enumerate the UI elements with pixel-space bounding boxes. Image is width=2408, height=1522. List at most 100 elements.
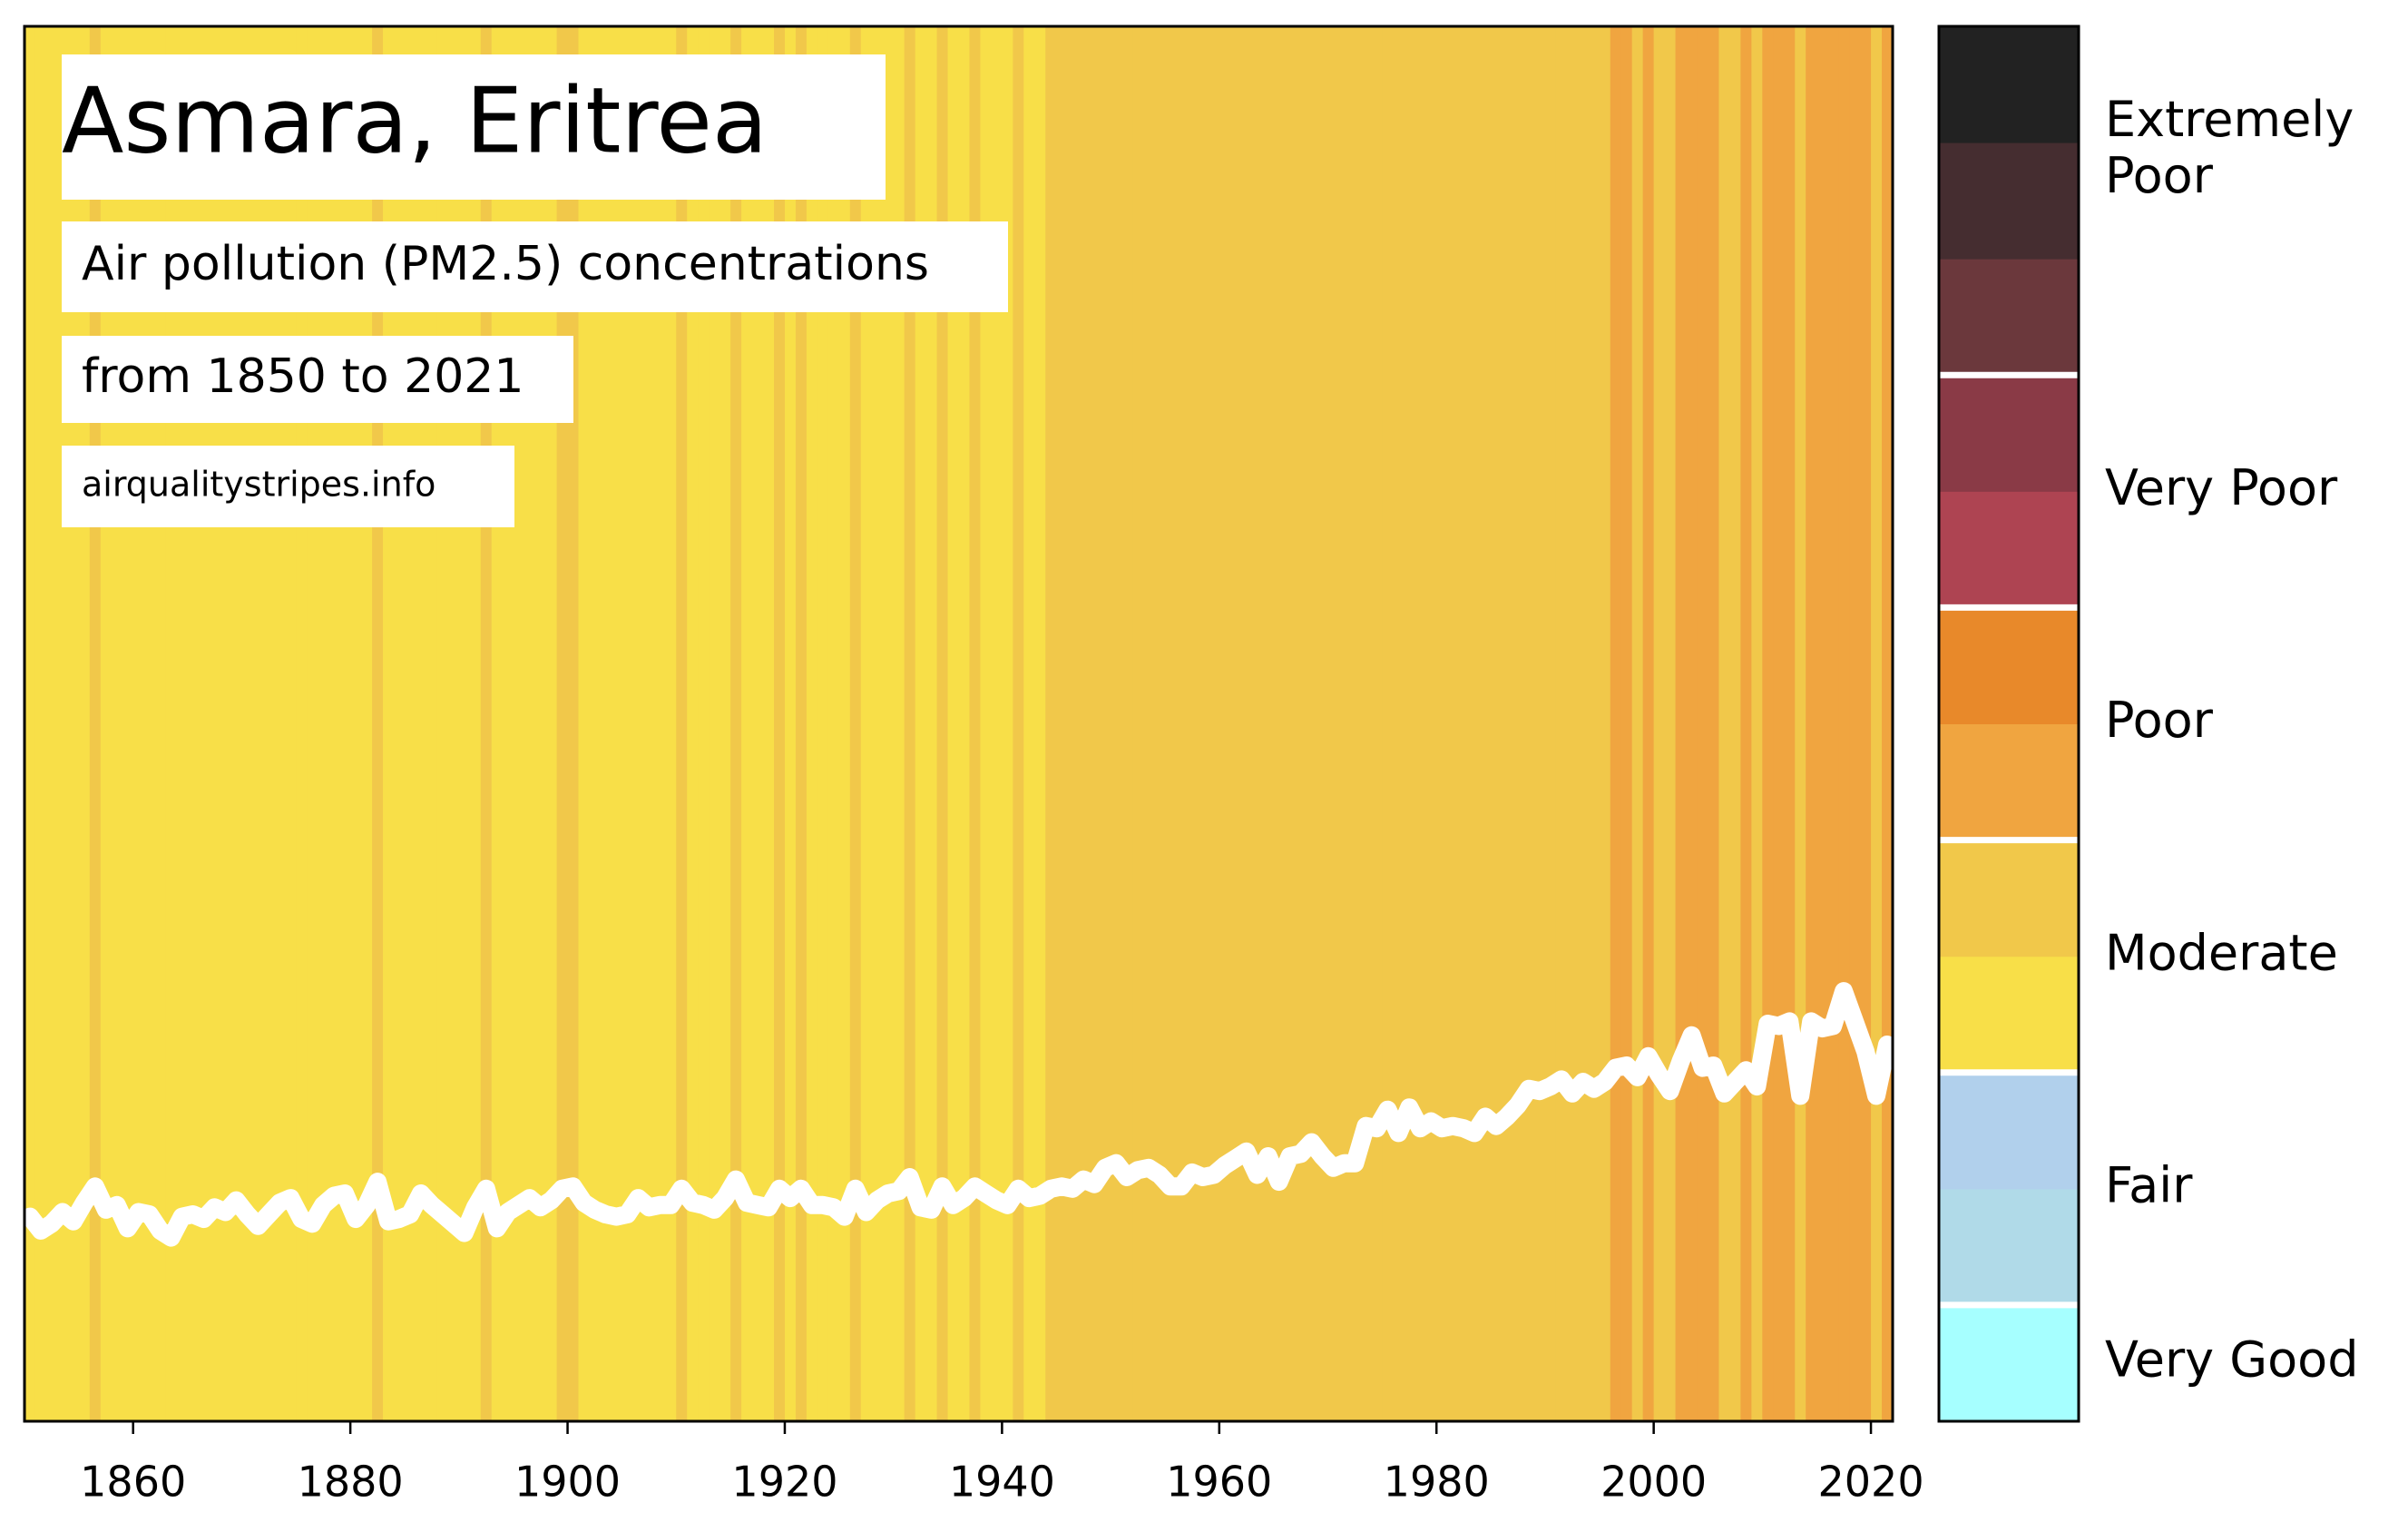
stripe xyxy=(969,26,982,1421)
stripe xyxy=(773,26,786,1421)
stripe xyxy=(1295,26,1307,1421)
stripe xyxy=(709,26,720,1421)
stripe xyxy=(1143,26,1155,1421)
stripe xyxy=(632,26,644,1421)
chart-period-box xyxy=(62,336,573,423)
x-tick-label: 1940 xyxy=(949,1458,1055,1507)
stripe xyxy=(1414,26,1426,1421)
stripe xyxy=(1816,26,1828,1421)
stripe xyxy=(1620,26,1633,1421)
stripe xyxy=(1708,26,1720,1421)
chart-title: Asmara, Eritrea xyxy=(62,67,768,173)
stripe xyxy=(752,26,764,1421)
stripe xyxy=(1306,26,1318,1421)
stripe xyxy=(1588,26,1600,1421)
stripe xyxy=(654,26,666,1421)
colorbar-bin xyxy=(1939,1304,2079,1422)
stripe xyxy=(1502,26,1513,1421)
stripe xyxy=(665,26,677,1421)
stripe xyxy=(1664,26,1677,1421)
stripe xyxy=(915,26,927,1421)
stripe xyxy=(838,26,851,1421)
stripe xyxy=(1153,26,1166,1421)
chart-subtitle-box xyxy=(62,221,1008,312)
colorbar-bin xyxy=(1939,723,2079,841)
x-tick-label: 2000 xyxy=(1600,1458,1707,1507)
pollution-line xyxy=(21,982,1896,1247)
stripe xyxy=(1512,26,1524,1421)
stripe xyxy=(1522,26,1535,1421)
stripe xyxy=(600,26,612,1421)
stripe xyxy=(1067,26,1079,1421)
stripe xyxy=(1751,26,1763,1421)
stripe xyxy=(817,26,829,1421)
stripe xyxy=(1555,26,1568,1421)
stripe xyxy=(1186,26,1199,1421)
stripe xyxy=(1740,26,1752,1421)
stripe xyxy=(1371,26,1383,1421)
stripe xyxy=(1653,26,1666,1421)
stripe xyxy=(849,26,862,1421)
stripe xyxy=(611,26,623,1421)
stripe xyxy=(1827,26,1839,1421)
stripe xyxy=(1100,26,1111,1421)
colorbar-bin xyxy=(1939,491,2079,608)
plot-frame xyxy=(23,25,1894,1423)
stripe xyxy=(925,26,938,1421)
stripe xyxy=(676,26,688,1421)
colorbar-bin xyxy=(1939,1188,2079,1306)
stripe xyxy=(1631,26,1644,1421)
x-tick-label: 1980 xyxy=(1384,1458,1490,1507)
stripe xyxy=(1806,26,1817,1421)
stripe xyxy=(687,26,699,1421)
stripe xyxy=(1023,26,1035,1421)
stripe xyxy=(1284,26,1297,1421)
stripe xyxy=(1697,26,1709,1421)
stripe xyxy=(1577,26,1590,1421)
stripe xyxy=(1338,26,1351,1421)
stripe xyxy=(1045,26,1057,1421)
stripe xyxy=(1436,26,1448,1421)
stripe xyxy=(1533,26,1546,1421)
colorbar-label: Very Good xyxy=(2105,1331,2359,1389)
stripe xyxy=(1610,26,1622,1421)
stripe xyxy=(1544,26,1557,1421)
colorbar-bin xyxy=(1939,840,2079,957)
colorbar-label: Fair xyxy=(2105,1156,2193,1213)
stripe xyxy=(1675,26,1688,1421)
stripe xyxy=(1718,26,1731,1421)
colorbar-label: Very Poor xyxy=(2105,459,2338,516)
colorbar-bin xyxy=(1939,1072,2079,1190)
colorbar-bin xyxy=(1939,142,2079,260)
stripe xyxy=(1491,26,1503,1421)
stripe xyxy=(589,26,602,1421)
stripe xyxy=(904,26,916,1421)
stripe xyxy=(1773,26,1785,1421)
stripe xyxy=(1262,26,1275,1421)
stripe xyxy=(45,26,58,1421)
stripe xyxy=(936,26,949,1421)
stripe xyxy=(980,26,993,1421)
stripe xyxy=(795,26,808,1421)
stripe xyxy=(1078,26,1090,1421)
stripe xyxy=(1034,26,1046,1421)
stripe xyxy=(1121,26,1133,1421)
stripe xyxy=(1317,26,1329,1421)
colorbar-label: Moderate xyxy=(2105,924,2338,981)
stripe xyxy=(1871,26,1883,1421)
stripe xyxy=(1838,26,1850,1421)
colorbar-label: Poor xyxy=(2105,692,2214,749)
x-tick-label: 1960 xyxy=(1166,1458,1272,1507)
stripe xyxy=(1425,26,1437,1421)
stripe xyxy=(1447,26,1459,1421)
x-tick-label: 1880 xyxy=(298,1458,404,1507)
stripe xyxy=(1642,26,1655,1421)
chart-period: from 1850 to 2021 xyxy=(82,349,524,404)
stripe xyxy=(1197,26,1209,1421)
stripe xyxy=(1002,26,1013,1421)
chart-source: airqualitystripes.info xyxy=(82,465,436,505)
stripe xyxy=(34,26,47,1421)
stripe xyxy=(1784,26,1796,1421)
chart-title-box xyxy=(62,54,886,200)
stripe xyxy=(1251,26,1264,1421)
